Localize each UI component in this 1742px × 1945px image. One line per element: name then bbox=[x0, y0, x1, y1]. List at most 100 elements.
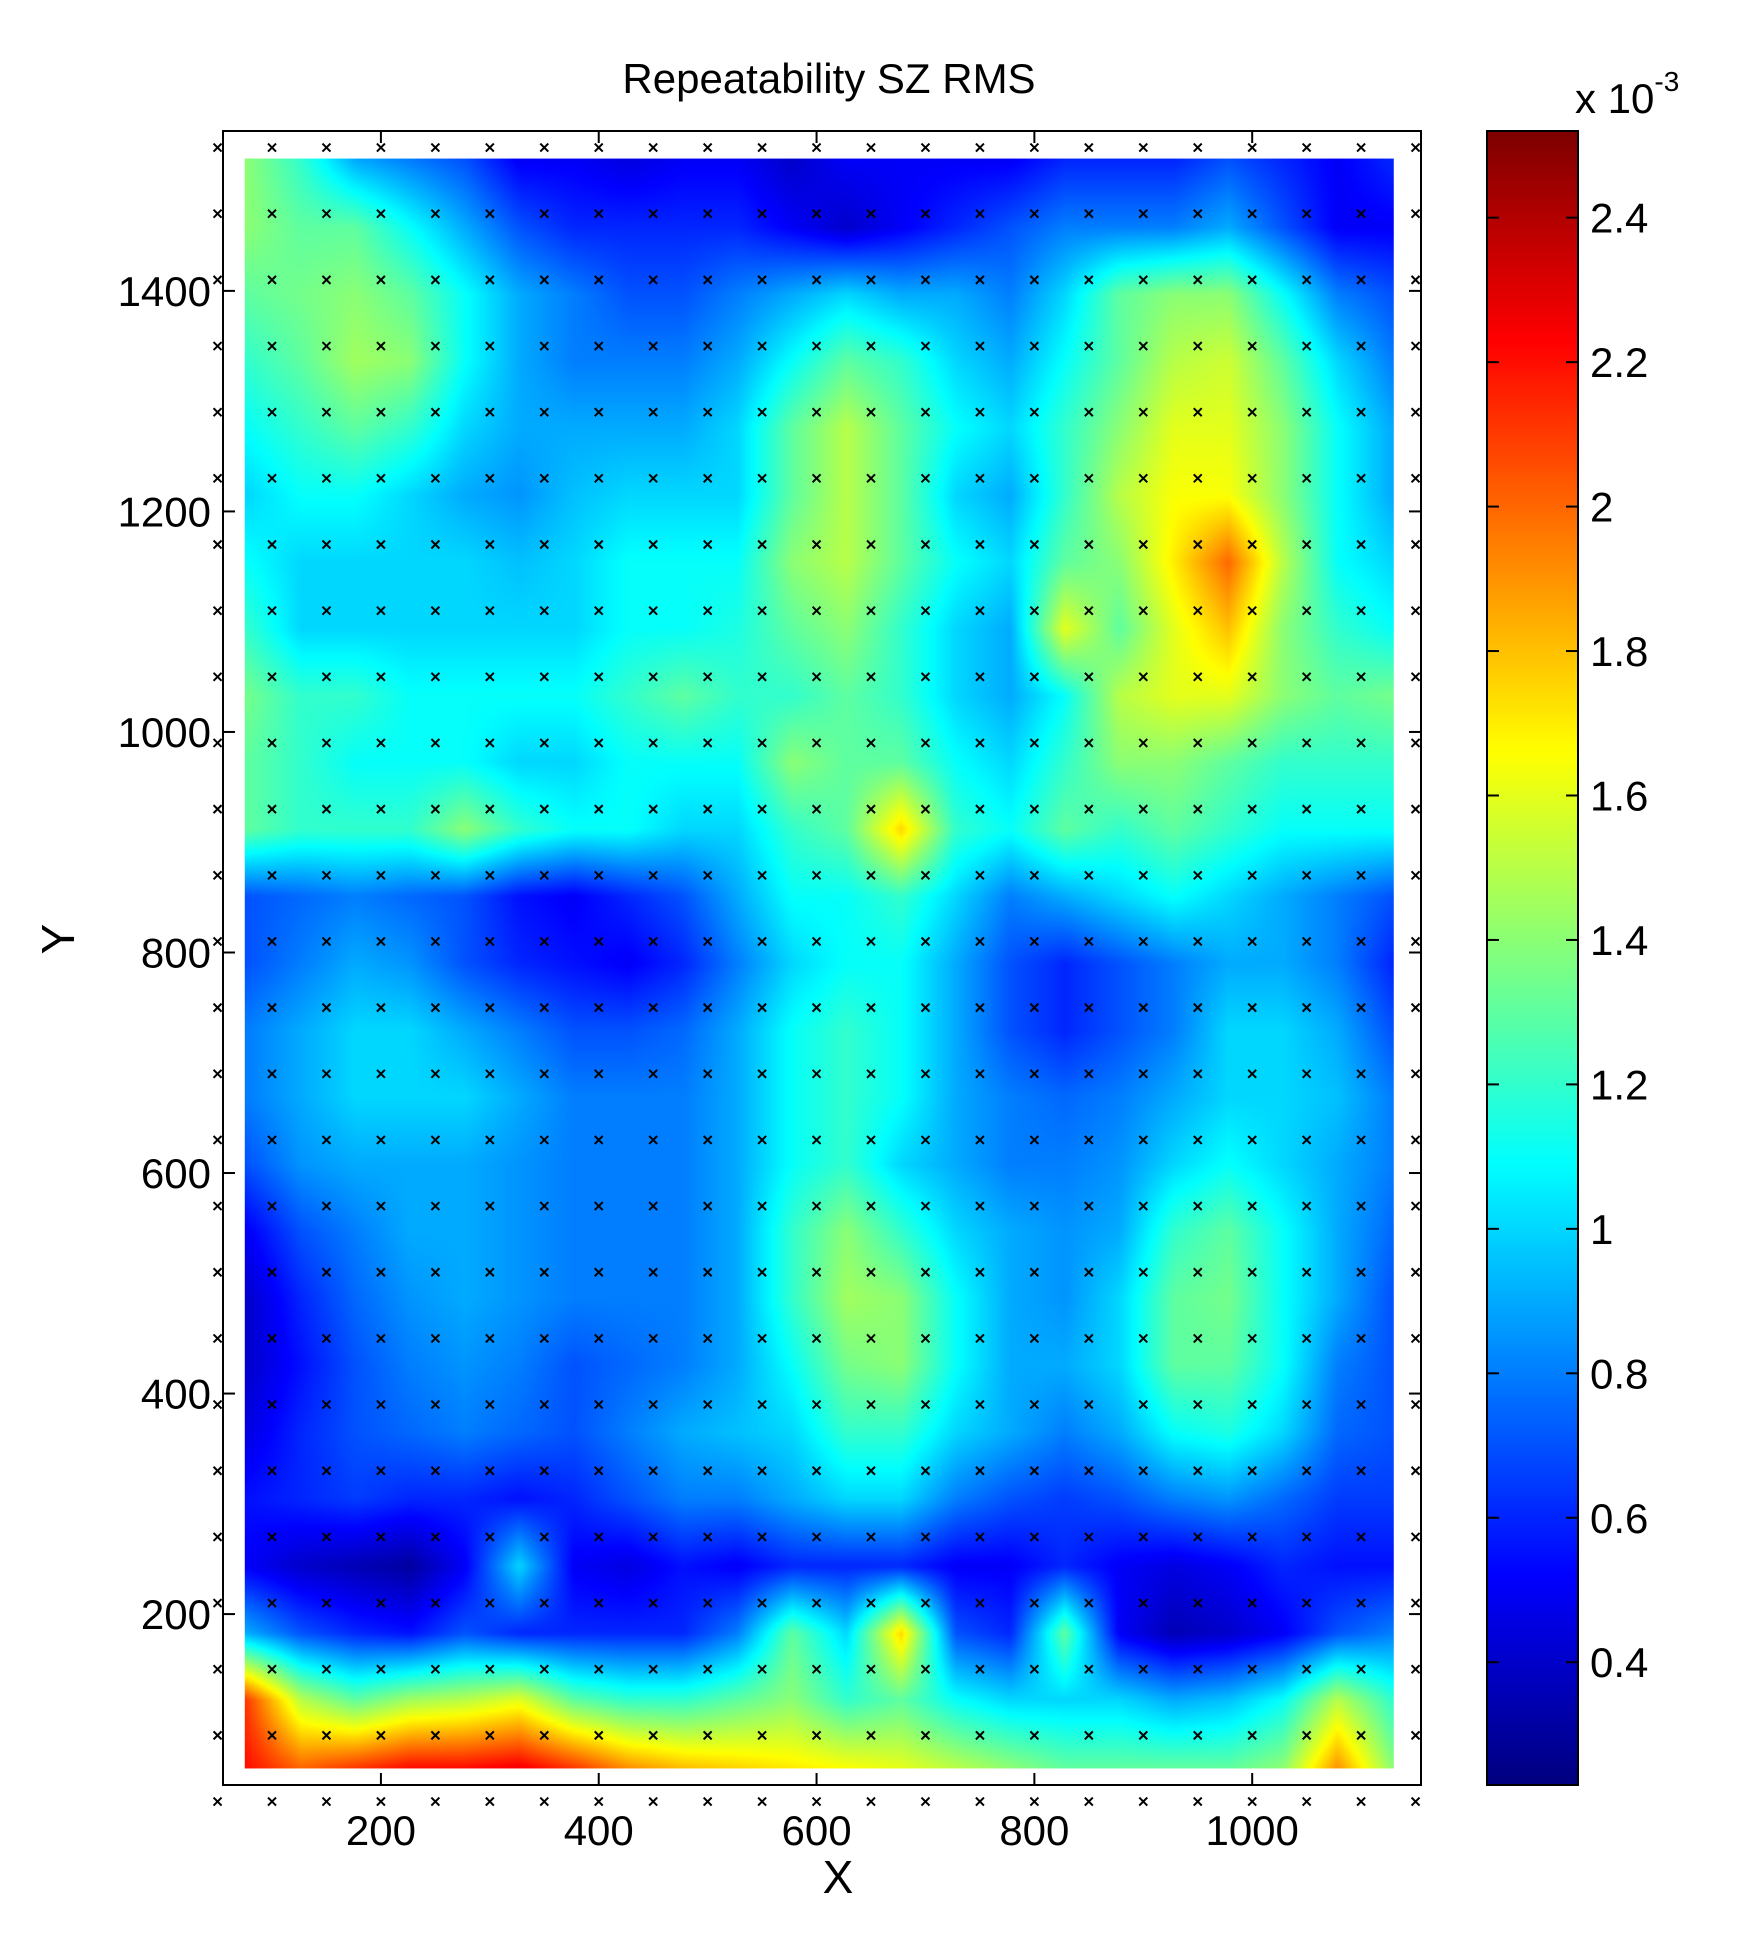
sample-point-marker bbox=[1301, 208, 1312, 219]
sample-point-marker bbox=[1029, 672, 1040, 682]
sample-point-marker bbox=[811, 275, 822, 285]
sample-point-marker bbox=[321, 341, 332, 351]
sample-point-marker bbox=[212, 1201, 223, 1211]
sample-point-marker bbox=[920, 142, 931, 153]
sample-point-marker bbox=[1247, 208, 1257, 219]
sample-point-marker bbox=[866, 1730, 876, 1741]
sample-point-marker bbox=[648, 1002, 658, 1013]
sample-point-marker bbox=[1138, 407, 1148, 417]
sample-point-marker bbox=[702, 1598, 713, 1608]
sample-point-marker bbox=[702, 539, 713, 550]
sample-point-marker bbox=[539, 738, 549, 748]
sample-point-marker bbox=[594, 1730, 604, 1741]
sample-point-marker bbox=[1410, 1466, 1421, 1476]
sample-point-marker bbox=[376, 1664, 386, 1674]
colorbar-multiplier-exponent: -3 bbox=[1654, 66, 1679, 97]
sample-point-marker bbox=[1247, 142, 1257, 153]
sample-point-marker bbox=[1356, 1466, 1366, 1476]
sample-point-marker bbox=[1301, 1267, 1312, 1277]
sample-point-marker bbox=[267, 539, 277, 550]
sample-point-marker bbox=[1356, 1664, 1366, 1674]
sample-point-marker bbox=[757, 1069, 767, 1079]
sample-point-marker bbox=[267, 1664, 277, 1674]
sample-point-marker bbox=[430, 1201, 441, 1211]
sample-point-marker bbox=[1247, 1532, 1257, 1542]
sample-point-marker bbox=[1301, 870, 1312, 881]
sample-point-marker bbox=[1247, 275, 1257, 285]
sample-point-marker bbox=[430, 142, 441, 153]
colorbar-tick-label: 1.2 bbox=[1590, 1061, 1648, 1108]
sample-point-marker bbox=[648, 539, 658, 550]
sample-point-marker bbox=[1410, 1069, 1421, 1079]
sample-point-marker bbox=[212, 804, 223, 814]
sample-point-marker bbox=[811, 605, 822, 616]
sample-point-marker bbox=[1029, 275, 1040, 285]
sample-point-marker bbox=[757, 936, 767, 947]
sample-point-marker bbox=[1138, 672, 1148, 682]
sample-point-marker bbox=[1301, 1730, 1312, 1741]
sample-point-marker bbox=[648, 605, 658, 616]
sample-point-marker bbox=[811, 804, 822, 814]
sample-point-marker bbox=[376, 1796, 386, 1807]
sample-point-marker bbox=[866, 1267, 876, 1277]
sample-point-marker bbox=[1193, 142, 1203, 153]
sample-point-marker bbox=[811, 208, 822, 219]
sample-point-marker bbox=[648, 1796, 658, 1807]
sample-point-marker bbox=[430, 1466, 441, 1476]
sample-point-marker bbox=[975, 1201, 985, 1211]
sample-point-marker bbox=[920, 1333, 931, 1344]
sample-point-marker bbox=[376, 539, 386, 550]
sample-point-marker bbox=[920, 1532, 931, 1542]
sample-point-marker bbox=[1193, 407, 1203, 417]
sample-point-marker bbox=[539, 407, 549, 417]
sample-point-marker bbox=[1356, 473, 1366, 484]
sample-point-marker bbox=[594, 473, 604, 484]
sample-point-marker bbox=[757, 1664, 767, 1674]
sample-point-marker bbox=[1410, 208, 1421, 219]
sample-point-marker bbox=[1301, 1796, 1312, 1807]
sample-point-marker bbox=[321, 407, 332, 417]
sample-point-marker bbox=[866, 1598, 876, 1608]
sample-point-marker bbox=[1410, 804, 1421, 814]
sample-point-marker bbox=[811, 1664, 822, 1674]
sample-point-marker bbox=[866, 1466, 876, 1476]
sample-point-marker bbox=[212, 936, 223, 947]
sample-point-marker bbox=[539, 208, 549, 219]
sample-point-marker bbox=[1138, 1399, 1148, 1410]
sample-point-marker bbox=[430, 1002, 441, 1013]
sample-point-marker bbox=[1193, 936, 1203, 947]
sample-point-marker bbox=[1084, 1135, 1094, 1145]
x-tick-label: 800 bbox=[999, 1807, 1069, 1854]
sample-point-marker bbox=[757, 1135, 767, 1145]
y-tick-label: 200 bbox=[141, 1591, 211, 1638]
sample-point-marker bbox=[1410, 1002, 1421, 1013]
sample-point-marker bbox=[212, 1532, 223, 1542]
sample-point-marker bbox=[1084, 1002, 1094, 1013]
sample-point-marker bbox=[267, 1730, 277, 1741]
sample-point-marker bbox=[1356, 804, 1366, 814]
sample-point-marker bbox=[321, 1267, 332, 1277]
colorbar-tick-label: 0.8 bbox=[1590, 1350, 1648, 1397]
sample-point-marker bbox=[702, 1267, 713, 1277]
sample-point-marker bbox=[1138, 1664, 1148, 1674]
sample-point-marker bbox=[920, 870, 931, 881]
sample-point-marker bbox=[757, 1598, 767, 1608]
sample-point-marker bbox=[866, 1796, 876, 1807]
sample-point-marker bbox=[1410, 936, 1421, 947]
sample-point-marker bbox=[1193, 1796, 1203, 1807]
sample-point-marker bbox=[811, 1730, 822, 1741]
sample-point-marker bbox=[267, 1069, 277, 1079]
sample-point-marker bbox=[485, 1267, 495, 1277]
sample-point-marker bbox=[1193, 1664, 1203, 1674]
sample-point-marker bbox=[1029, 870, 1040, 881]
sample-point-marker bbox=[975, 605, 985, 616]
sample-point-marker bbox=[702, 1466, 713, 1476]
sample-point-marker bbox=[485, 605, 495, 616]
sample-point-marker bbox=[539, 1201, 549, 1211]
sample-point-marker bbox=[702, 672, 713, 682]
sample-point-marker bbox=[702, 936, 713, 947]
sample-point-marker bbox=[648, 275, 658, 285]
sample-point-marker bbox=[430, 804, 441, 814]
sample-point-marker bbox=[702, 208, 713, 219]
sample-point-marker bbox=[757, 407, 767, 417]
